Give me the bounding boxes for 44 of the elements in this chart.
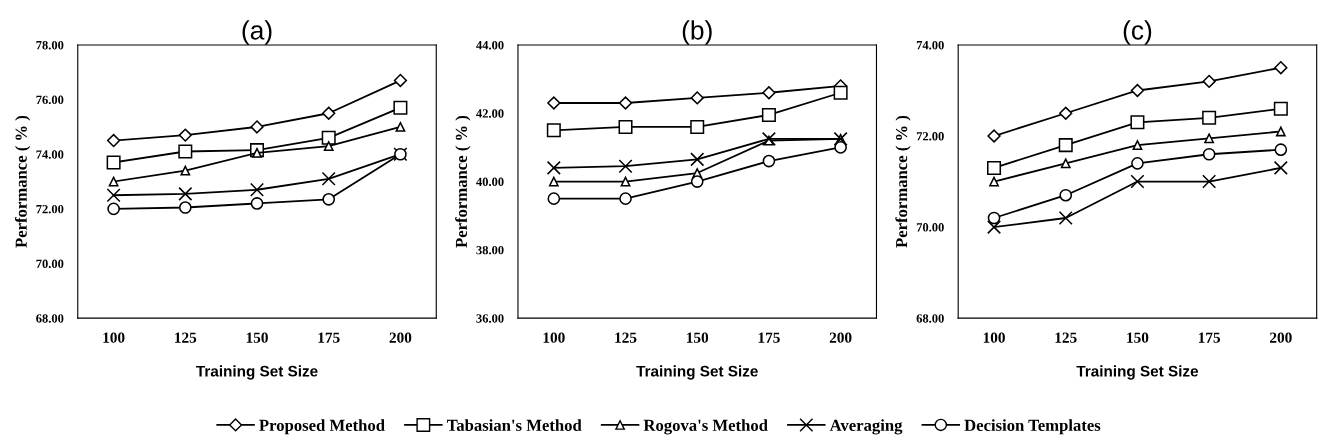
x-axis-title: Training Set Size (196, 365, 318, 380)
y-tick-label: 74.00 (916, 40, 944, 50)
x-tick-label: 100 (543, 332, 565, 343)
y-tick-label: 72.00 (916, 132, 944, 141)
x-tick-label: 200 (829, 332, 852, 343)
y-tick-label: 72.00 (36, 204, 64, 214)
chart-title: (b) (682, 20, 712, 45)
y-tick-label: 70.00 (36, 259, 64, 269)
legend-label: Rogova's Method (643, 419, 768, 435)
x-tick-label: 175 (1198, 332, 1221, 343)
x-axis-title: Training Set Size (1076, 365, 1199, 380)
chart-title: (a) (242, 20, 272, 45)
y-tick-label: 68.00 (36, 314, 64, 323)
y-tick-label: 70.00 (916, 223, 944, 232)
x-tick-label: 125 (615, 332, 637, 343)
x-tick-label: 100 (983, 332, 1005, 343)
legend-label: Averaging (829, 419, 903, 435)
x-tick-label: 125 (1055, 332, 1077, 343)
x-tick-label: 150 (1127, 332, 1149, 343)
y-tick-label: 38.00 (476, 245, 504, 255)
legend-label: Proposed Method (259, 419, 385, 435)
y-tick-label: 36.00 (476, 314, 504, 323)
y-tick-label: 76.00 (36, 95, 64, 105)
x-axis-title: Training Set Size (636, 365, 758, 380)
legend-label: Decision Templates (964, 419, 1101, 435)
chart-title: (c) (1123, 20, 1152, 45)
x-tick-label: 125 (175, 332, 197, 343)
x-tick-label: 150 (686, 332, 709, 343)
y-axis-title: Performance ( % ) (455, 115, 471, 248)
x-tick-label: 200 (389, 332, 412, 343)
x-tick-label: 175 (318, 332, 340, 343)
y-tick-label: 42.00 (476, 109, 504, 118)
legend-label: Tabasian's Method (446, 419, 582, 431)
y-axis-title: Performance ( % ) (895, 115, 911, 248)
x-tick-label: 100 (103, 332, 125, 343)
x-tick-label: 150 (246, 332, 268, 343)
y-tick-label: 44.00 (476, 40, 504, 50)
y-tick-label: 78.00 (36, 40, 64, 50)
y-tick-label: 74.00 (36, 150, 64, 159)
x-tick-label: 175 (758, 332, 780, 343)
y-axis-title: Performance ( % ) (14, 115, 31, 248)
y-tick-label: 40.00 (476, 177, 504, 187)
y-tick-label: 68.00 (916, 314, 944, 323)
x-tick-label: 200 (1270, 332, 1292, 343)
